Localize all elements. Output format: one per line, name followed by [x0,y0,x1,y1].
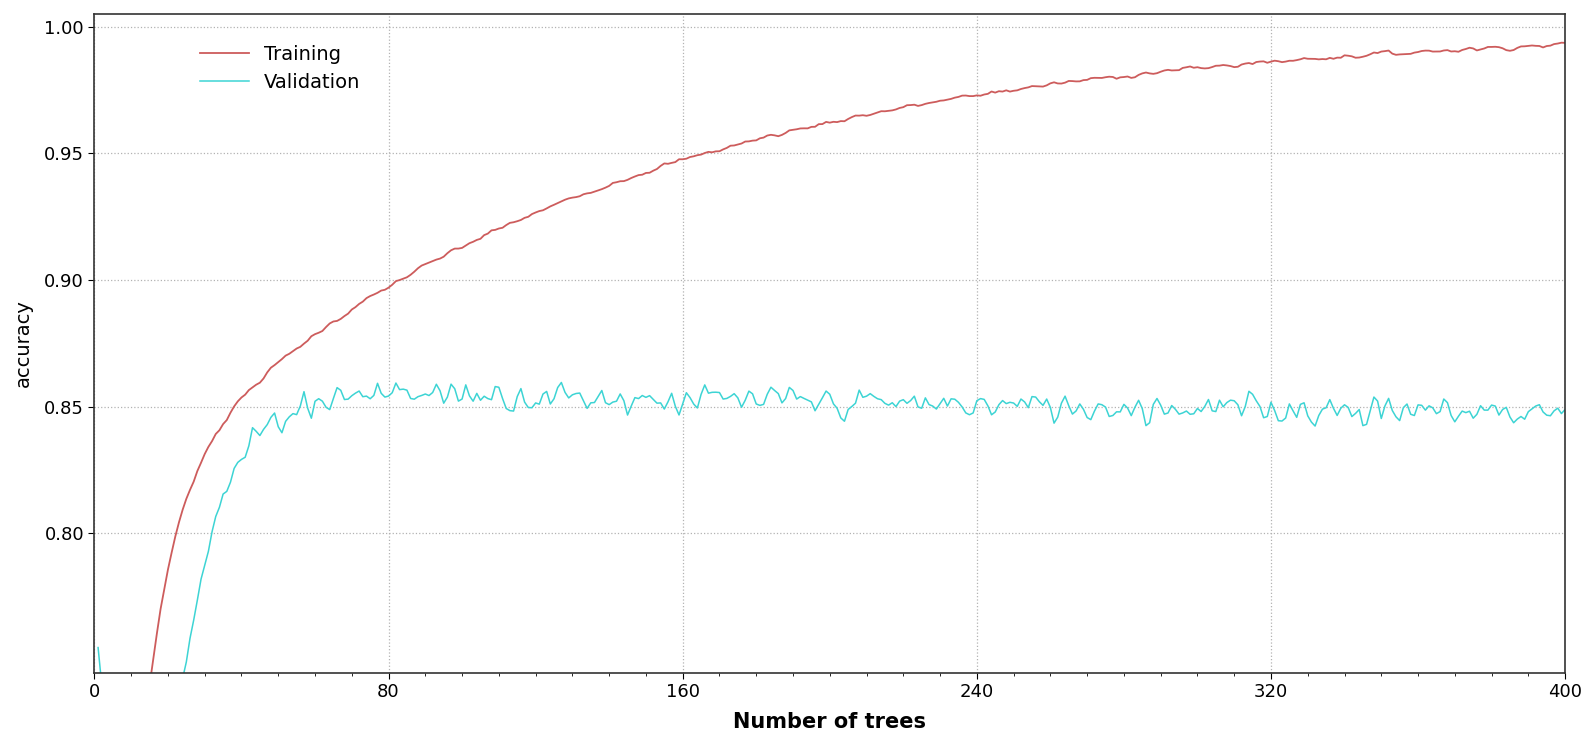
Validation [575,396,594,405]
Y-axis label: accuracy: accuracy [14,299,34,387]
Training [1012,84,1031,93]
Validation [1556,405,1575,414]
Validation [268,422,287,431]
Line: Validation: Validation [97,383,1566,686]
Training [1551,38,1570,47]
Validation [93,681,112,690]
Training [265,360,284,369]
Line: Training: Training [97,43,1566,686]
Training [1156,66,1175,75]
Training [669,154,688,163]
Validation [1162,401,1181,410]
Validation [552,378,571,387]
Training [567,192,586,201]
Training [88,681,107,690]
Validation [1156,410,1175,419]
X-axis label: Number of trees: Number of trees [733,712,926,732]
Validation [88,643,107,652]
Legend: Training, Validation: Training, Validation [193,37,369,100]
Validation [677,388,696,397]
Validation [1018,403,1037,412]
Training [1556,38,1575,47]
Training [1148,69,1167,78]
